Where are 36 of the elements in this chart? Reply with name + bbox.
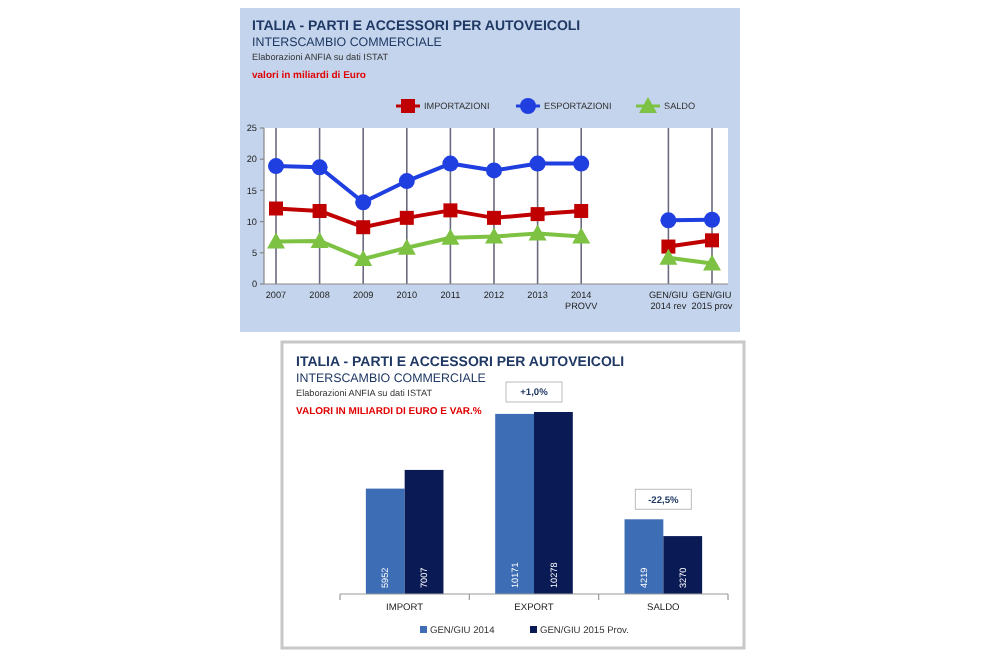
point — [660, 212, 677, 229]
point — [398, 173, 415, 190]
point — [486, 162, 502, 179]
bar — [404, 469, 444, 594]
point — [659, 248, 678, 265]
point — [661, 239, 676, 254]
point — [704, 211, 720, 228]
point — [356, 220, 371, 235]
bar — [365, 488, 405, 594]
point — [528, 224, 547, 241]
point — [573, 155, 590, 172]
point — [355, 194, 372, 211]
point — [397, 238, 416, 255]
bar — [495, 413, 534, 594]
point — [441, 228, 460, 245]
point — [269, 201, 283, 216]
point — [399, 210, 414, 225]
point — [311, 159, 328, 176]
bar — [663, 536, 703, 594]
point — [354, 250, 373, 267]
point — [312, 203, 327, 218]
point — [443, 203, 458, 218]
point — [487, 210, 501, 225]
bar — [534, 412, 573, 594]
point — [442, 155, 459, 172]
point — [703, 254, 721, 271]
point — [705, 233, 719, 248]
bar — [624, 519, 664, 594]
point — [310, 231, 329, 248]
point — [572, 227, 591, 244]
point — [267, 232, 285, 249]
point — [268, 158, 284, 175]
point — [574, 203, 589, 218]
point — [485, 227, 503, 244]
point — [530, 207, 545, 222]
point — [529, 155, 546, 172]
